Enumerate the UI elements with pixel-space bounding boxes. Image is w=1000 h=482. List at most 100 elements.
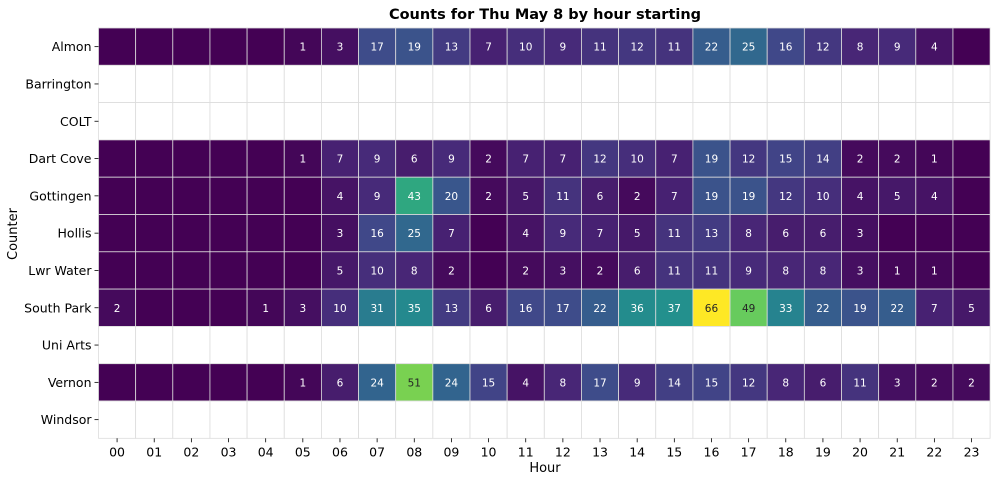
heatmap-cell [766, 325, 805, 365]
heatmap-cell [581, 27, 620, 66]
heatmap-cell [803, 64, 842, 104]
cell-value-label: 3 [894, 377, 901, 389]
cell-value-label: 19 [705, 154, 718, 166]
heatmap-cell [135, 400, 174, 439]
heatmap-cell [98, 139, 137, 178]
heatmap-cell [506, 139, 545, 178]
cell-value-label: 9 [374, 191, 381, 203]
heatmap-cell [320, 139, 359, 178]
heatmap-cell [618, 214, 657, 253]
heatmap-cell [692, 176, 731, 215]
heatmap-cell [358, 288, 397, 327]
heatmap-cell [692, 102, 731, 141]
heatmap-cell [469, 325, 508, 365]
heatmap-cell [692, 27, 731, 66]
y-tick-label: Dart Cove [29, 151, 92, 166]
cell-value-label: 20 [445, 191, 458, 203]
heatmap-cell [952, 139, 991, 178]
cell-value-label: 22 [593, 303, 606, 315]
cell-value-label: 2 [597, 265, 604, 277]
heatmap-cell [246, 27, 285, 66]
x-tick-label: 03 [221, 444, 237, 459]
cell-value-label: 11 [668, 42, 681, 54]
heatmap-cell [803, 363, 842, 402]
heatmap-cell [469, 400, 508, 439]
cell-value-label: 24 [445, 377, 459, 389]
y-axis-ticks: Almon Barrington COLT Dart Cove Gottingen Hol… [24, 39, 99, 427]
heatmap-cell [246, 325, 285, 365]
heatmap-cell [841, 288, 880, 327]
cell-value-label: 4 [337, 191, 344, 203]
heatmap-cell [915, 363, 954, 402]
heatmap-cell [878, 102, 917, 141]
heatmap-cell [506, 102, 545, 141]
cell-value-label: 6 [634, 265, 641, 277]
heatmap-cell [209, 363, 248, 402]
cell-value-label: 2 [485, 154, 492, 166]
heatmap-cell [878, 251, 917, 290]
heatmap-cell [283, 363, 322, 402]
chart-title: Counts for Thu May 8 by hour starting [389, 7, 701, 23]
heatmap-cell [172, 64, 211, 104]
cell-value-label: 10 [519, 42, 532, 54]
heatmap-cell [432, 64, 471, 104]
cell-value-label: 1 [299, 377, 306, 389]
heatmap-cell [209, 288, 248, 327]
cell-value-label: 13 [445, 42, 458, 54]
heatmap-cell [209, 102, 248, 141]
heatmap-cell [952, 251, 991, 290]
heatmap-cell [506, 363, 545, 402]
heatmap-cell [766, 176, 805, 215]
heatmap-cell [692, 139, 731, 178]
heatmap-cell [581, 363, 620, 402]
heatmap-cell [803, 288, 842, 327]
heatmap-cell [952, 214, 991, 253]
heatmap-cell [543, 363, 582, 402]
heatmap-cell [506, 400, 545, 439]
y-tick-label: Barrington [25, 76, 91, 91]
cell-value-label: 6 [597, 191, 604, 203]
cell-value-label: 51 [408, 377, 421, 389]
heatmap-cell [358, 176, 397, 215]
heatmap-cell [506, 251, 545, 290]
cell-value-label: 8 [411, 265, 418, 277]
cell-value-label: 2 [522, 265, 529, 277]
cell-value-label: 15 [482, 377, 495, 389]
cell-value-label: 1 [931, 265, 938, 277]
x-axis-ticks: 00 01 02 03 04 05 06 07 08 09 10 11 12 13 14 15 16 17 18 19… [109, 438, 979, 459]
heatmap-cell [98, 176, 137, 215]
heatmap-cell [766, 288, 805, 327]
cell-value-label: 12 [593, 154, 606, 166]
heatmap-cell [655, 176, 694, 215]
cell-value-label: 6 [782, 228, 789, 240]
heatmap-cell [729, 64, 768, 104]
cell-value-label: 14 [816, 154, 830, 166]
heatmap-cell [469, 288, 508, 327]
heatmap-cell [841, 363, 880, 402]
heatmap-cell [98, 214, 137, 253]
cell-value-label: 36 [630, 303, 644, 315]
heatmap-cell [841, 27, 880, 66]
heatmap-cell [581, 214, 620, 253]
x-tick-label: 16 [704, 444, 720, 459]
heatmap-cell [432, 400, 471, 439]
heatmap-cell [209, 251, 248, 290]
heatmap-cell [655, 363, 694, 402]
heatmap-cell [543, 400, 582, 439]
cell-value-label: 4 [522, 377, 529, 389]
heatmap-cell [766, 363, 805, 402]
heatmap-cell [878, 27, 917, 66]
heatmap-cell [283, 27, 322, 66]
heatmap-cell [655, 325, 694, 365]
heatmap-cell [543, 139, 582, 178]
heatmap-cell [469, 139, 508, 178]
heatmap-cell [135, 176, 174, 215]
heatmap-cell [915, 102, 954, 141]
heatmap-cell-labels: 1 3 17 19 13 7 10 9 11 12 11 22 25 16 12 8 9 41 7 9 6 9 2 7 7 12 1… [114, 42, 975, 390]
cell-value-label: 6 [411, 154, 418, 166]
heatmap-cell [209, 139, 248, 178]
heatmap-cell [283, 400, 322, 439]
cell-value-label: 3 [337, 42, 344, 54]
y-tick-label: Windsor [41, 412, 93, 427]
heatmap-cell [469, 214, 508, 253]
